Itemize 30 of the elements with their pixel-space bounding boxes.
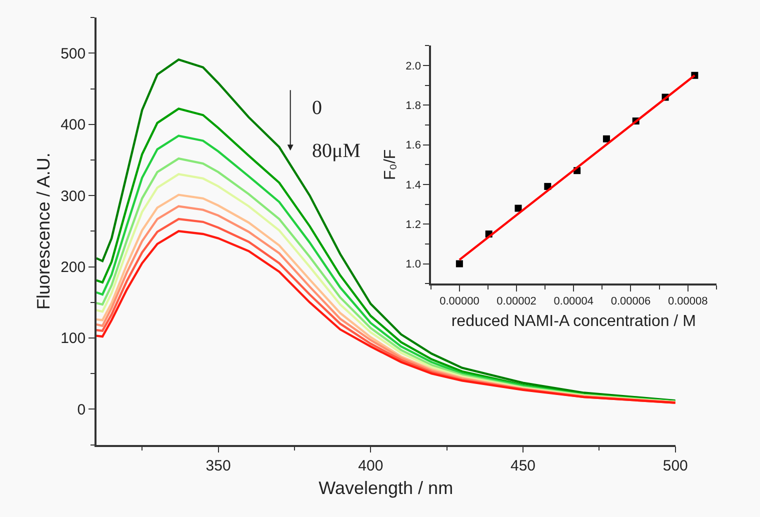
y-tick-label: 1.6 bbox=[406, 140, 421, 152]
x-tick-label: 350 bbox=[206, 458, 231, 474]
x-tick-label: 0.00006 bbox=[610, 296, 651, 308]
y-tick-label: 0 bbox=[77, 401, 86, 418]
point bbox=[456, 260, 463, 268]
y-tick-label: 400 bbox=[60, 116, 86, 134]
y-tick-label: 1.0 bbox=[406, 258, 421, 271]
x-tick-label: 0.00000 bbox=[440, 296, 480, 308]
y-tick-label: 300 bbox=[60, 188, 86, 205]
y-tick-label: 1.4 bbox=[406, 179, 421, 192]
y-tick-label: 500 bbox=[60, 45, 86, 62]
x-tick-label: 0.00004 bbox=[554, 296, 594, 308]
y-tick-label: 200 bbox=[60, 259, 86, 276]
y-axis-title: Fluorescence / A.U. bbox=[33, 152, 54, 310]
x-tick-label: 0.00002 bbox=[496, 296, 536, 308]
annotation: 80μM bbox=[312, 140, 361, 162]
point bbox=[602, 135, 610, 142]
y-tick-label: 1.2 bbox=[406, 218, 421, 231]
x-tick-label: 400 bbox=[358, 458, 384, 474]
x-tick-label: 500 bbox=[662, 458, 688, 474]
y-tick-label: 2.0 bbox=[406, 60, 421, 72]
x-axis-title: reduced NAMI-A concentration / M bbox=[451, 312, 696, 330]
point bbox=[514, 204, 522, 212]
y-tick-label: 1.8 bbox=[406, 100, 421, 112]
y-axis-title: F₀/F bbox=[382, 149, 400, 180]
x-tick-label: 0.00008 bbox=[668, 296, 708, 308]
annotation: 0 bbox=[312, 97, 322, 119]
x-tick-label: 450 bbox=[510, 458, 536, 474]
y-tick-label: 100 bbox=[60, 330, 86, 348]
x-axis-title: Wavelength / nm bbox=[318, 478, 454, 498]
